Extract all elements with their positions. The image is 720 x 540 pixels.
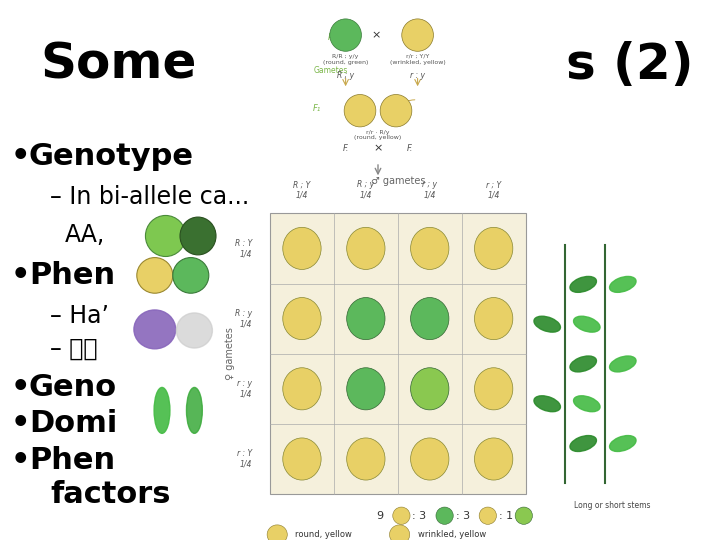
Ellipse shape: [137, 258, 173, 293]
Text: Domi: Domi: [29, 409, 117, 438]
Text: •: •: [11, 373, 30, 402]
Ellipse shape: [574, 396, 600, 411]
Ellipse shape: [410, 438, 449, 480]
Text: r/r · R/y
(round, yellow): r/r · R/y (round, yellow): [354, 130, 402, 140]
Text: R : Y
1/4: R : Y 1/4: [235, 239, 252, 258]
Text: r ; y
1/4: r ; y 1/4: [422, 180, 437, 200]
Ellipse shape: [134, 310, 176, 349]
Text: factors: factors: [50, 480, 171, 509]
Ellipse shape: [330, 19, 361, 51]
Text: 9: 9: [377, 511, 383, 521]
Ellipse shape: [574, 316, 600, 332]
Ellipse shape: [393, 507, 410, 524]
Ellipse shape: [346, 368, 385, 410]
Text: : 3: : 3: [456, 511, 469, 521]
Text: •: •: [11, 261, 30, 290]
Ellipse shape: [346, 298, 385, 340]
Ellipse shape: [346, 227, 385, 269]
Text: R ; y: R ; y: [337, 71, 354, 80]
Text: ♂ gametes: ♂ gametes: [371, 176, 425, 186]
Ellipse shape: [380, 94, 412, 127]
Text: AA,: AA,: [65, 223, 105, 247]
Ellipse shape: [480, 507, 497, 524]
Ellipse shape: [410, 227, 449, 269]
Ellipse shape: [610, 356, 636, 372]
FancyBboxPatch shape: [270, 213, 526, 494]
Text: F.: F.: [408, 144, 413, 153]
Ellipse shape: [344, 94, 376, 127]
Text: r : Y
1/4: r : Y 1/4: [237, 449, 252, 469]
Ellipse shape: [390, 525, 410, 540]
Ellipse shape: [402, 19, 433, 51]
Ellipse shape: [410, 368, 449, 410]
Text: ♀ gametes: ♀ gametes: [225, 327, 235, 380]
Text: •: •: [11, 446, 30, 475]
Text: r : y
1/4: r : y 1/4: [237, 379, 252, 399]
Ellipse shape: [474, 227, 513, 269]
Text: Long or short stems: Long or short stems: [574, 501, 650, 510]
Text: ×: ×: [372, 30, 382, 40]
Text: Phen: Phen: [29, 261, 115, 290]
Ellipse shape: [267, 525, 287, 540]
Text: ×: ×: [373, 143, 383, 153]
Text: P: P: [328, 33, 333, 43]
Ellipse shape: [610, 276, 636, 292]
Ellipse shape: [180, 217, 216, 255]
Text: Genotype: Genotype: [29, 142, 194, 171]
Text: r ; Y
1/4: r ; Y 1/4: [486, 180, 501, 200]
Text: Gametes: Gametes: [313, 66, 348, 75]
Text: – 小小: – 小小: [50, 336, 98, 360]
Ellipse shape: [570, 276, 596, 292]
Text: – Ha’: – Ha’: [50, 304, 109, 328]
Ellipse shape: [283, 438, 321, 480]
Text: R ; y
1/4: R ; y 1/4: [357, 180, 374, 200]
Ellipse shape: [410, 298, 449, 340]
Text: F₁: F₁: [313, 104, 321, 113]
Text: R ; Y
1/4: R ; Y 1/4: [293, 180, 310, 200]
Text: Some: Some: [40, 41, 197, 89]
Text: : 3: : 3: [413, 511, 426, 521]
Text: r/r ; Y/Y
(wrinkled, yellow): r/r ; Y/Y (wrinkled, yellow): [390, 54, 446, 65]
Ellipse shape: [610, 436, 636, 451]
Text: : 1: : 1: [499, 511, 513, 521]
Ellipse shape: [145, 215, 186, 256]
Text: •: •: [11, 142, 30, 171]
Ellipse shape: [570, 436, 596, 451]
Ellipse shape: [186, 388, 202, 433]
Text: •: •: [11, 409, 30, 438]
Ellipse shape: [534, 316, 560, 332]
Text: Geno: Geno: [29, 373, 117, 402]
Text: r : y: r : y: [410, 71, 425, 80]
Text: R/R ; y/y
(round, green): R/R ; y/y (round, green): [323, 54, 369, 65]
Text: round, yellow: round, yellow: [295, 530, 352, 539]
Text: Phen: Phen: [29, 446, 115, 475]
Text: – In bi-allele ca...: – In bi-allele ca...: [50, 185, 250, 209]
Ellipse shape: [283, 298, 321, 340]
Ellipse shape: [570, 356, 596, 372]
Ellipse shape: [176, 313, 212, 348]
Ellipse shape: [283, 227, 321, 269]
Ellipse shape: [283, 368, 321, 410]
Ellipse shape: [534, 396, 560, 411]
Ellipse shape: [474, 298, 513, 340]
Ellipse shape: [516, 507, 533, 524]
Text: F.: F.: [343, 144, 348, 153]
Text: R : y
1/4: R : y 1/4: [235, 309, 252, 328]
Ellipse shape: [436, 507, 454, 524]
Text: s (2): s (2): [566, 41, 694, 89]
Ellipse shape: [173, 258, 209, 293]
Text: wrinkled, yellow: wrinkled, yellow: [418, 530, 486, 539]
Ellipse shape: [346, 438, 385, 480]
Ellipse shape: [474, 368, 513, 410]
Ellipse shape: [154, 388, 170, 433]
Ellipse shape: [474, 438, 513, 480]
